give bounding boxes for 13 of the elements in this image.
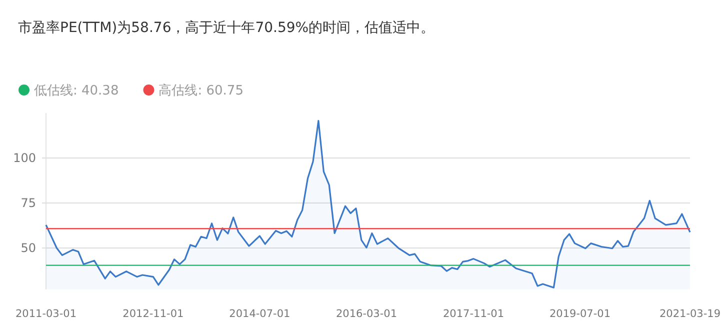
x-tick-label: 2014-07-01: [229, 308, 290, 320]
x-tick-label: 2012-11-01: [122, 308, 184, 320]
x-tick-label: 2016-03-01: [336, 308, 398, 320]
legend-label: 高估线: 60.75: [158, 82, 244, 98]
y-tick-label: 75: [20, 196, 36, 210]
x-tick-label: 2021-03-19: [659, 308, 721, 320]
x-tick-label: 2019-07-01: [549, 308, 611, 320]
chart-title: 市盈率PE(TTM)为58.76，高于近十年70.59%的时间，估值适中。: [18, 20, 435, 36]
y-tick-label: 50: [20, 241, 36, 255]
y-tick-label: 100: [13, 151, 36, 165]
x-tick-label: 2017-11-01: [443, 308, 504, 320]
legend-label: 低估线: 40.38: [34, 84, 119, 98]
x-tick-label: 2011-03-01: [15, 308, 77, 320]
